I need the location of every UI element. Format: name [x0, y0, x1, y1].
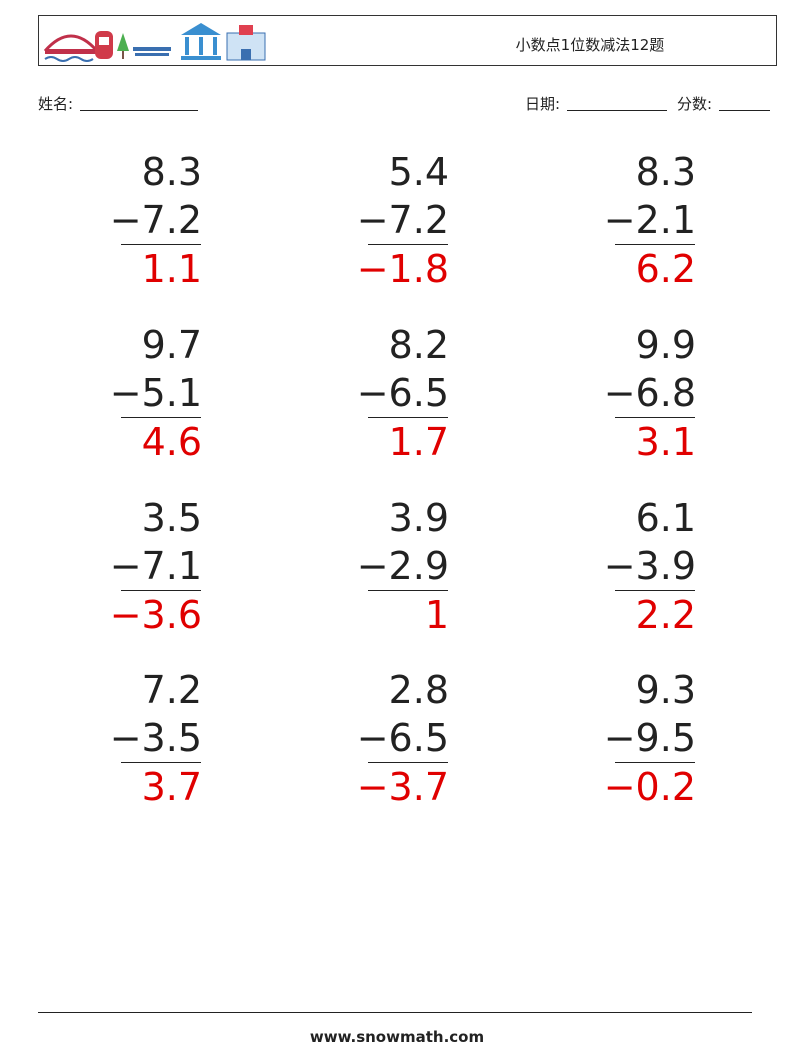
answer: −0.2 [603, 765, 696, 809]
answer-line [368, 244, 448, 245]
answer-line [615, 417, 695, 418]
header-icons [43, 23, 266, 62]
subtrahend: −9.5 [603, 716, 696, 760]
date-label: 日期: [525, 95, 561, 113]
answer-line [368, 762, 448, 763]
answer: 4.6 [141, 420, 202, 464]
subtrahend: −3.5 [109, 716, 202, 760]
answer: −3.7 [356, 765, 449, 809]
minuend: 7.2 [141, 668, 202, 712]
answer: 6.2 [635, 247, 696, 291]
answer-line [368, 590, 448, 591]
subtrahend: −2.9 [356, 544, 449, 588]
subtrahend: −6.8 [603, 371, 696, 415]
subtrahend: −3.9 [603, 544, 696, 588]
minuend: 3.9 [388, 496, 449, 540]
minuend: 8.3 [635, 150, 696, 194]
minuend: 9.3 [635, 668, 696, 712]
header-box [38, 15, 777, 66]
score-label: 分数: [677, 95, 713, 113]
minuend: 9.7 [141, 323, 202, 367]
subtrahend: −7.1 [109, 544, 202, 588]
answer: 1.7 [388, 420, 449, 464]
answer: −1.8 [356, 247, 449, 291]
answer: 1 [424, 593, 449, 637]
answer: 1.1 [141, 247, 202, 291]
answer-line [121, 417, 201, 418]
answer-line [121, 590, 201, 591]
answer-line [368, 417, 448, 418]
subtrahend: −2.1 [603, 198, 696, 242]
minuend: 2.8 [388, 668, 449, 712]
answer-line [615, 762, 695, 763]
subtrahend: −7.2 [109, 198, 202, 242]
minuend: 5.4 [388, 150, 449, 194]
subtrahend: −6.5 [356, 716, 449, 760]
answer: 3.7 [141, 765, 202, 809]
minuend: 9.9 [635, 323, 696, 367]
minuend: 6.1 [635, 496, 696, 540]
subtrahend: −5.1 [109, 371, 202, 415]
footer: www.snowmath.com [309, 1028, 485, 1046]
answer-line [615, 244, 695, 245]
answer-line [121, 762, 201, 763]
footer-line [38, 1012, 752, 1013]
score-blank [719, 110, 770, 111]
subtrahend: −7.2 [356, 198, 449, 242]
date-blank [567, 110, 667, 111]
title: 小数点1位数减法12题 [515, 36, 665, 54]
minuend: 8.2 [388, 323, 449, 367]
minuend: 3.5 [141, 496, 202, 540]
answer: 2.2 [635, 593, 696, 637]
answer: 3.1 [635, 420, 696, 464]
answer-line [121, 244, 201, 245]
answer-line [615, 590, 695, 591]
name-label: 姓名: [38, 95, 74, 113]
name-blank [80, 110, 198, 111]
answer: −3.6 [109, 593, 202, 637]
minuend: 8.3 [141, 150, 202, 194]
subtrahend: −6.5 [356, 371, 449, 415]
